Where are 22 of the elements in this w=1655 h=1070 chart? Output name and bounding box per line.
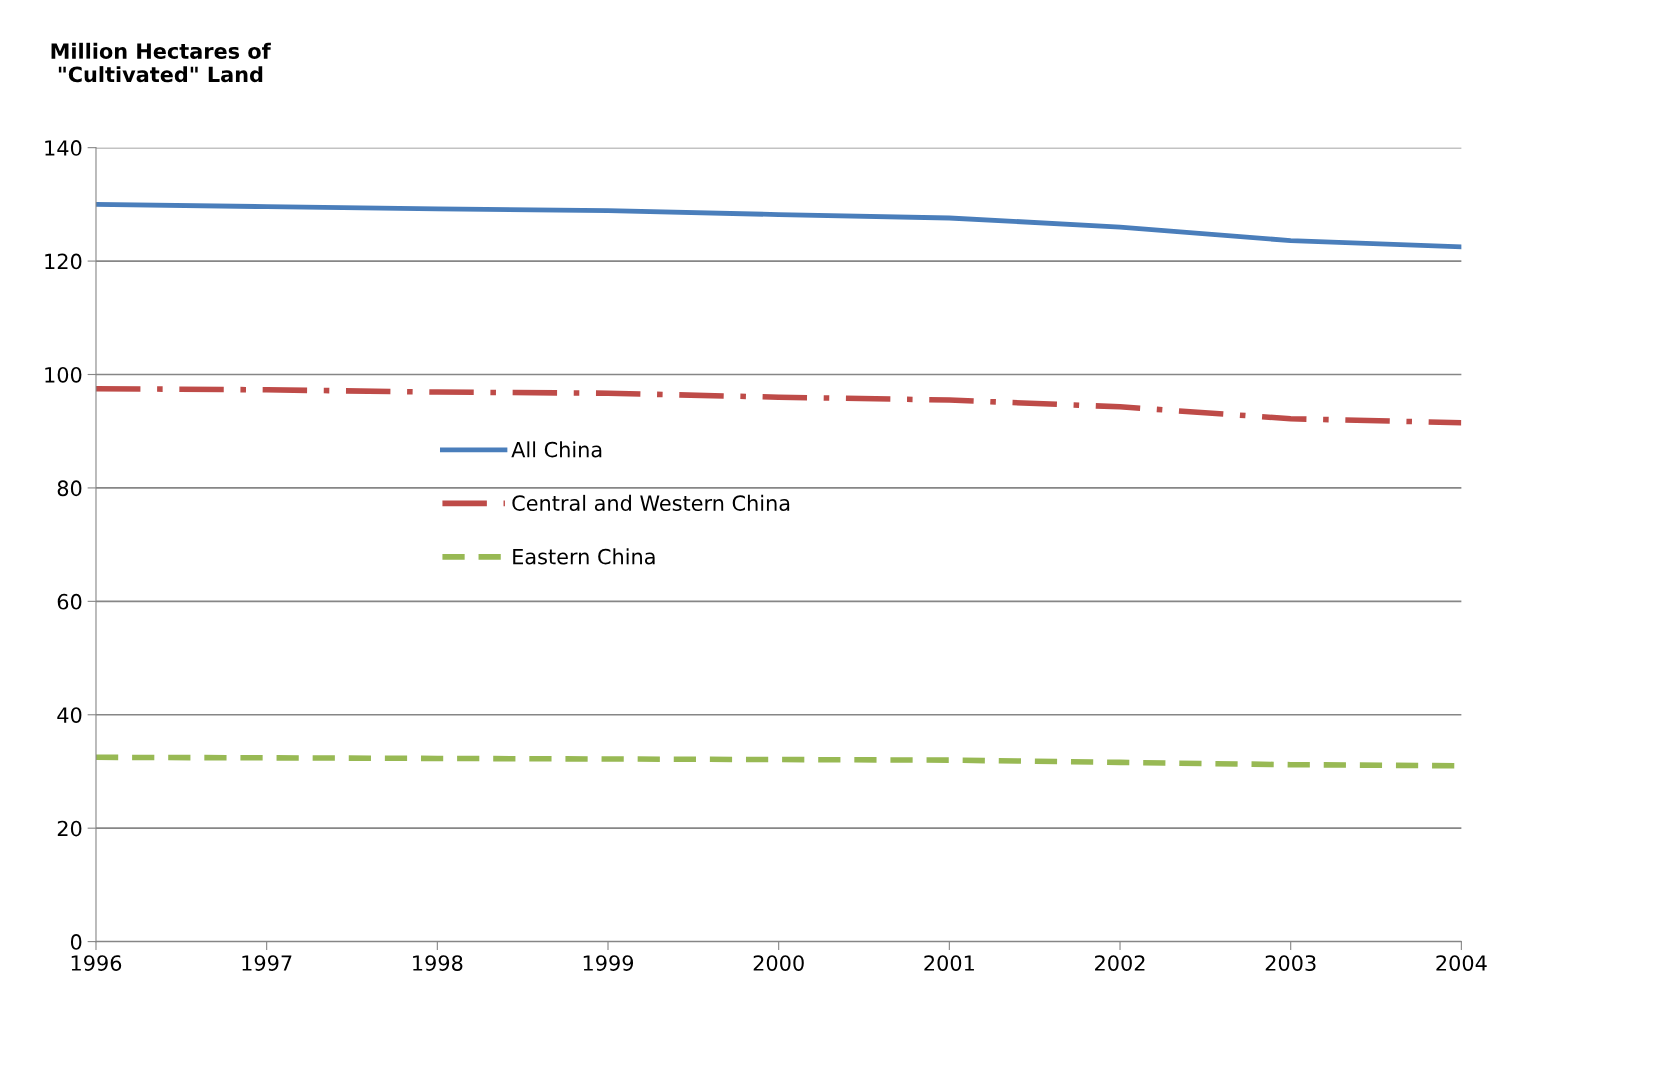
legend-label: Eastern China [513,548,655,565]
x-tick-label: 2001 [924,955,974,971]
x-tick-label: 2000 [753,955,804,971]
x-tick-label: 1998 [413,955,463,971]
y-tick-label: 100 [45,366,82,383]
y-axis-title: Million Hectares of "Cultivated" Land [51,42,271,83]
y-tick-label: 120 [45,253,82,270]
x-tick-label: 2003 [1265,955,1316,971]
y-tick-label: 60 [57,593,82,610]
legend-label: Central and Western China [512,494,790,511]
y-tick-label: 140 [45,140,82,156]
y-tick-label: 0 [70,934,82,950]
x-tick-label: 1997 [242,955,292,971]
x-tick-label: 1996 [71,955,122,971]
x-tick-label: 1999 [583,955,634,971]
legend-label: All China [511,441,602,458]
x-tick-label: 2004 [1436,955,1487,971]
y-tick-label: 80 [57,480,82,497]
y-tick-label: 40 [57,707,82,723]
x-tick-label: 2002 [1095,955,1145,971]
y-tick-label: 20 [57,820,82,837]
line-series [95,201,1462,250]
